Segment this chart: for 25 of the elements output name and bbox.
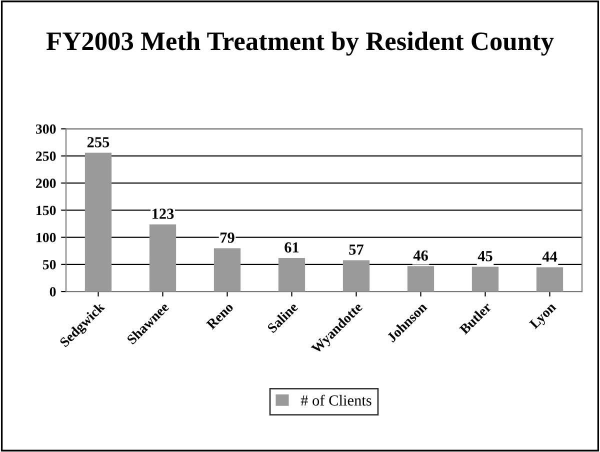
bar xyxy=(84,152,112,292)
y-tick-label: 300 xyxy=(36,124,56,134)
data-label: 123 xyxy=(152,208,174,219)
y-tick-label: 200 xyxy=(36,178,56,188)
y-tick-label: 150 xyxy=(36,206,56,216)
data-label: 45 xyxy=(478,251,492,262)
chart-title: FY2003 Meth Treatment by Resident County xyxy=(46,32,554,56)
bar xyxy=(407,266,434,292)
data-label: 57 xyxy=(349,244,364,255)
y-tick-label: 50 xyxy=(42,260,56,270)
bar xyxy=(278,258,306,292)
bar xyxy=(536,267,564,292)
bar xyxy=(472,266,499,292)
data-label: 255 xyxy=(87,137,110,148)
data-label: 61 xyxy=(284,242,299,253)
bar xyxy=(149,224,176,292)
y-tick-label: 250 xyxy=(36,152,56,161)
y-tick-label: 100 xyxy=(36,232,56,242)
bar xyxy=(214,248,241,292)
legend-label: # of Clients xyxy=(300,394,372,406)
bar xyxy=(342,260,370,292)
y-tick-label: 0 xyxy=(50,287,56,296)
data-label: 79 xyxy=(220,232,234,243)
data-label: 46 xyxy=(413,250,428,261)
data-label: 44 xyxy=(542,252,558,262)
